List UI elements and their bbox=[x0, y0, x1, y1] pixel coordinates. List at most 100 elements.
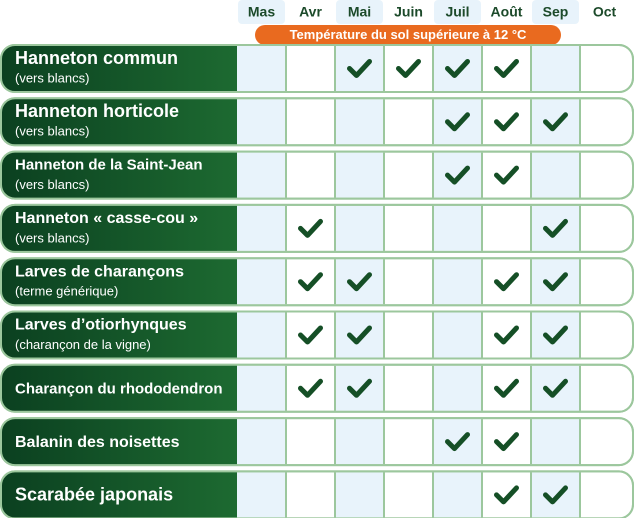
row-border bbox=[0, 363, 634, 413]
check bbox=[298, 218, 323, 238]
check bbox=[543, 325, 568, 345]
cell-bg bbox=[335, 205, 384, 251]
cell-bg bbox=[237, 472, 286, 518]
cell-bg bbox=[531, 259, 580, 305]
cell-bg bbox=[531, 46, 580, 91]
row-border bbox=[0, 470, 634, 518]
check bbox=[494, 112, 519, 132]
row: Hanneton commun (vers blancs) bbox=[0, 44, 634, 93]
check bbox=[494, 272, 519, 292]
row-border bbox=[0, 150, 634, 200]
cell-bg bbox=[531, 205, 580, 251]
row-label-bg bbox=[1, 151, 237, 199]
month-bg bbox=[336, 0, 383, 24]
cell-bg bbox=[531, 419, 580, 465]
cell-bg bbox=[335, 259, 384, 305]
check bbox=[445, 59, 470, 78]
check bbox=[445, 112, 470, 132]
check bbox=[543, 485, 568, 505]
row-subtitle: (vers blancs) bbox=[15, 70, 89, 85]
row-name: Hanneton de la Saint-Jean bbox=[15, 157, 203, 174]
month-label: Mas bbox=[248, 4, 275, 20]
row-subtitle: (terme générique) bbox=[15, 284, 118, 299]
row-label-bg bbox=[1, 471, 237, 518]
cell-bg bbox=[237, 259, 286, 305]
check bbox=[298, 272, 323, 292]
cell-bg bbox=[433, 259, 482, 305]
row: Hanneton « casse-cou » (vers blancs) bbox=[0, 203, 634, 253]
check bbox=[543, 112, 568, 132]
check bbox=[543, 272, 568, 292]
row-border bbox=[0, 257, 634, 307]
row-name: Charançon du rhododendron bbox=[15, 380, 223, 397]
cell-bg bbox=[433, 312, 482, 358]
cell-bg bbox=[335, 419, 384, 465]
cell-bg bbox=[237, 312, 286, 358]
check bbox=[445, 432, 470, 452]
row-border bbox=[0, 44, 634, 93]
month-bg bbox=[238, 0, 285, 24]
cell-bg bbox=[237, 419, 286, 465]
row-border bbox=[0, 203, 634, 253]
banner-bg bbox=[255, 25, 561, 45]
check bbox=[543, 218, 568, 238]
check bbox=[298, 325, 323, 345]
banner: Température du sol supérieure à 12 °C bbox=[290, 27, 527, 42]
month-label: Sep bbox=[543, 4, 569, 20]
cell-bg bbox=[531, 99, 580, 145]
cell-bg bbox=[335, 312, 384, 358]
cell-bg bbox=[433, 46, 482, 91]
cell-bg bbox=[433, 419, 482, 465]
row-label-bg bbox=[1, 311, 237, 359]
row: Larves d’otiorhynques (charançon de la vi… bbox=[0, 310, 634, 360]
row-border bbox=[0, 97, 634, 147]
check bbox=[445, 165, 470, 185]
check bbox=[347, 378, 372, 398]
row-label-bg bbox=[1, 204, 237, 252]
cell-bg bbox=[433, 365, 482, 411]
check bbox=[494, 378, 519, 398]
row-label-bg bbox=[1, 45, 237, 92]
check bbox=[494, 59, 519, 78]
month-label: Avr bbox=[299, 4, 322, 20]
cell-bg bbox=[433, 472, 482, 518]
month-bg bbox=[434, 0, 481, 24]
row-name: Hanneton « casse-cou » bbox=[15, 210, 198, 227]
check bbox=[347, 272, 372, 292]
cell-bg bbox=[531, 312, 580, 358]
month-label: Août bbox=[491, 4, 523, 20]
check bbox=[347, 325, 372, 345]
row-border bbox=[0, 310, 634, 360]
row: Balanin des noisettes bbox=[0, 417, 634, 467]
month-label: Mai bbox=[348, 4, 371, 20]
row-border bbox=[0, 417, 634, 467]
check bbox=[396, 59, 421, 78]
row-name: Larves d’otiorhynques bbox=[15, 317, 187, 334]
row-label-bg bbox=[1, 364, 237, 412]
cell-bg bbox=[433, 99, 482, 145]
row-label-bg bbox=[1, 258, 237, 306]
cell-bg bbox=[237, 46, 286, 91]
cell-bg bbox=[531, 365, 580, 411]
cell-bg bbox=[335, 152, 384, 198]
cell-bg bbox=[237, 152, 286, 198]
cell-bg bbox=[237, 205, 286, 251]
row-label-bg bbox=[1, 418, 237, 466]
row: Hanneton de la Saint-Jean (vers blancs) bbox=[0, 150, 634, 200]
cell-bg bbox=[335, 472, 384, 518]
cell-bg bbox=[433, 205, 482, 251]
row-subtitle: (vers blancs) bbox=[15, 230, 89, 245]
check bbox=[543, 378, 568, 398]
cell-bg bbox=[531, 472, 580, 518]
row: Scarabée japonais bbox=[0, 470, 634, 518]
check bbox=[494, 325, 519, 345]
cell-bg bbox=[237, 99, 286, 145]
check bbox=[494, 165, 519, 185]
cell-bg bbox=[433, 152, 482, 198]
check bbox=[494, 485, 519, 505]
cell-bg bbox=[335, 365, 384, 411]
check bbox=[298, 378, 323, 398]
row-name: Hanneton horticole bbox=[15, 101, 179, 121]
row-label-bg bbox=[1, 98, 237, 146]
